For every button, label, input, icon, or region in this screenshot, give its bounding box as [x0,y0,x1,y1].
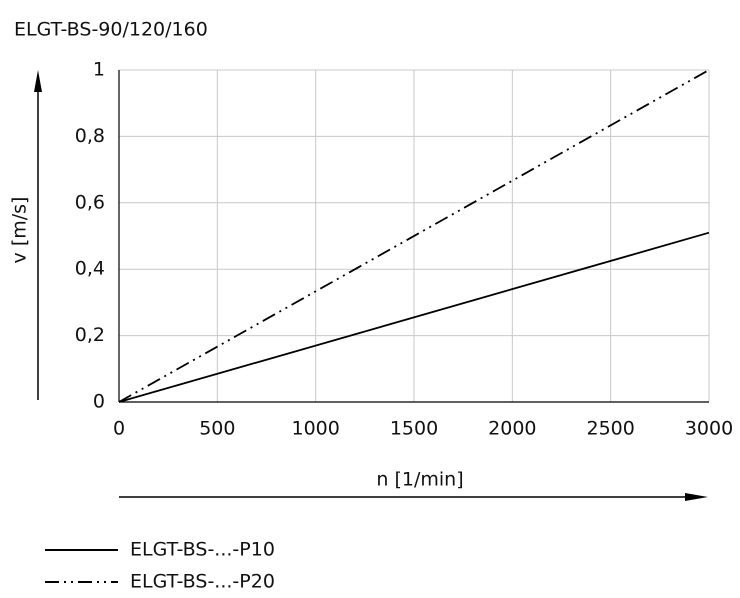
data-line [118,231,710,403]
legend-label: ELGT-BS-...-P10 [130,539,275,561]
y-tick-label: 0,4 [75,258,105,280]
x-tick-label: 0 [113,418,125,440]
x-tick-label: 3000 [685,418,733,440]
x-tick-label: 2000 [488,418,536,440]
x-axis-label: n [1/min] [376,469,463,491]
data-line [118,69,710,403]
y-tick-label: 0 [93,391,105,413]
x-tick-label: 1500 [390,418,438,440]
y-tick-label: 0,2 [75,324,105,346]
chart-title: ELGT-BS-90/120/160 [14,19,208,41]
x-tick-label: 1000 [291,418,339,440]
legend-label: ELGT-BS-...-P20 [130,571,275,593]
x-tick-label: 2500 [586,418,634,440]
y-tick-label: 0,8 [75,125,105,147]
y-tick-label: 0,6 [75,191,105,213]
y-axis-label: v [m/s] [9,197,31,264]
x-tick-label: 500 [199,418,235,440]
y-tick-label: 1 [93,59,105,81]
x-arrow-head [685,493,708,501]
y-arrow-head [34,70,42,92]
